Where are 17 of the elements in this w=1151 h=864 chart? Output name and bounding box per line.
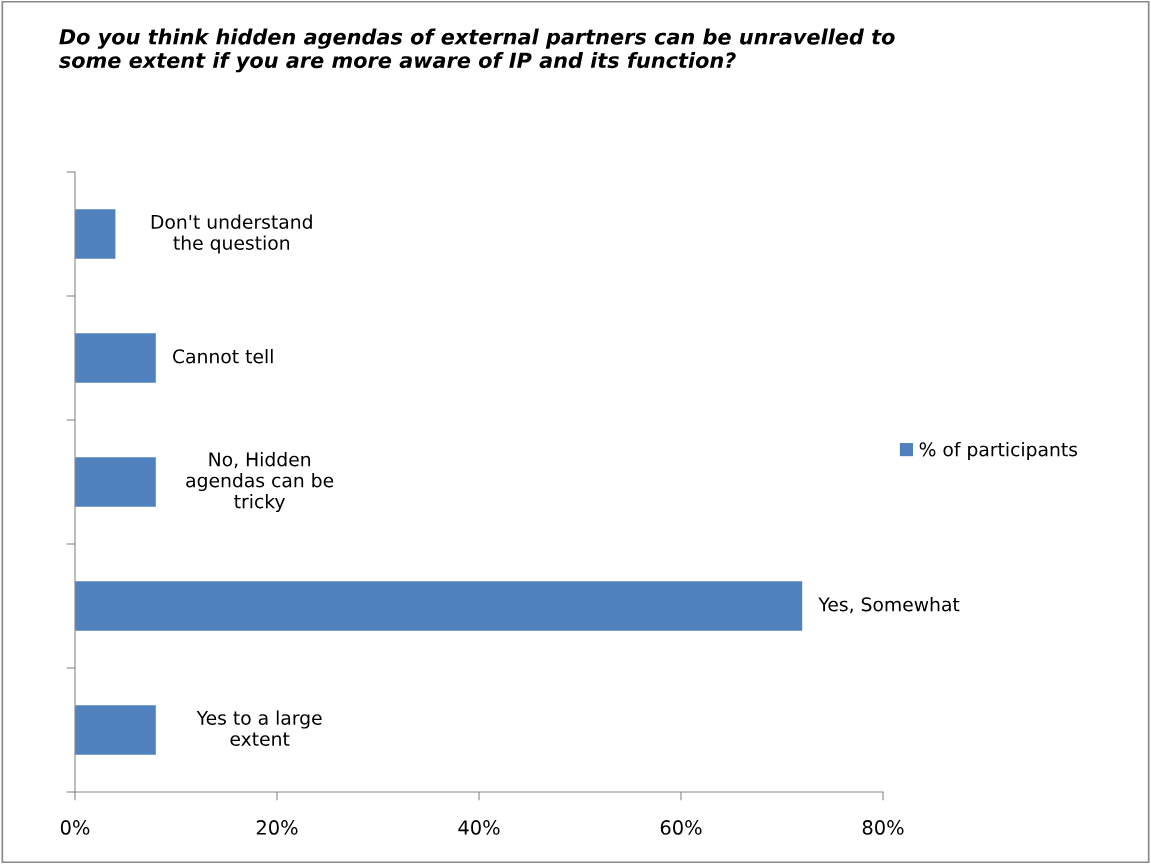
bar [75, 457, 156, 507]
y-tick-label: No, Hidden agendas can be tricky [186, 451, 334, 513]
bar [75, 705, 156, 755]
bar [75, 581, 803, 631]
y-tick-label: Don't understand the question [151, 214, 312, 254]
y-tick-label: Cannot tell [173, 348, 273, 364]
bar [75, 333, 156, 383]
legend-label: % of participants [919, 441, 1078, 461]
y-tick-label: Yes, Somewhat [818, 596, 960, 614]
x-tick-label: 40% [458, 820, 500, 835]
x-tick-label: 80% [862, 820, 904, 835]
x-tick-label: 0% [60, 820, 90, 835]
bar [75, 209, 116, 259]
chart-title: Do you think hidden agendas of external partners can be unravelled to some extent if you are more aware of IP and its function? [59, 28, 895, 73]
x-tick-label: 20% [256, 820, 298, 835]
y-tick-label: Yes to a large extent [196, 710, 322, 746]
x-tick-label: 60% [660, 820, 702, 835]
